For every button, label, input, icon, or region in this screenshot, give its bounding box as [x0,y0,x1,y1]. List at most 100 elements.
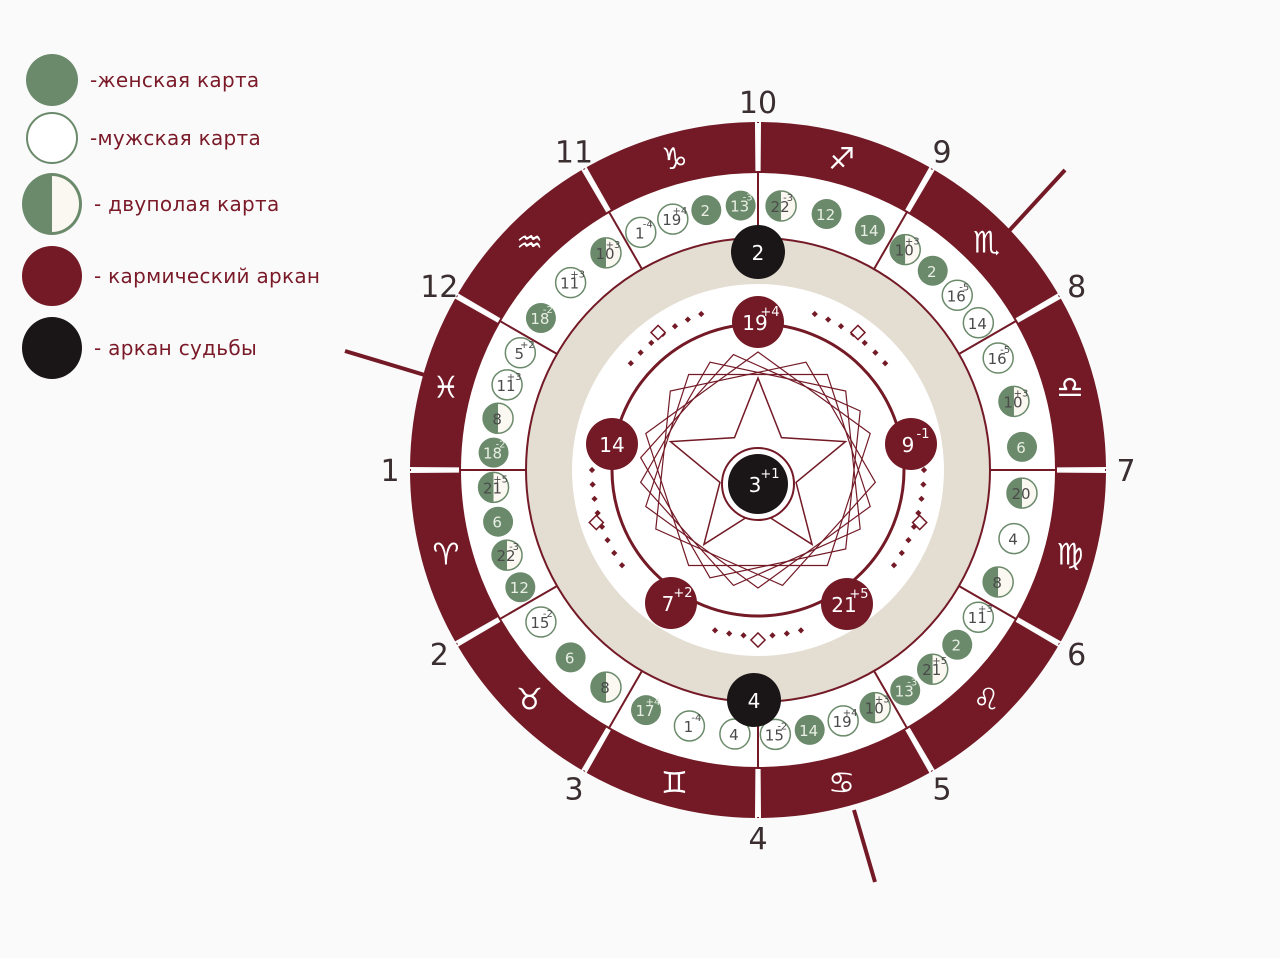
dot [711,627,719,634]
legend-label-male: -мужская карта [90,126,262,150]
zodiac-gap [583,168,610,212]
card-number: 20 [1011,485,1030,503]
card-sector-1-2-1: 6 [483,506,514,537]
card-number: 22 [497,547,516,565]
card-modifier: +3 [905,237,920,248]
dot [872,349,879,356]
dot [618,562,626,569]
card-sector-2-3-1: 6 [555,642,586,673]
dot [890,562,898,569]
karmic-number: 7 [662,592,675,616]
legend-item-male: -мужская карта [22,106,261,170]
card-number: 11 [968,609,987,627]
card-sector-6-7-0: 8 [982,566,1014,598]
card-modifier: -3 [743,193,753,204]
dot [594,509,601,517]
fate-number: 2 [752,241,765,265]
card-number: 5 [515,345,525,363]
diamond-marker [588,514,605,531]
dot [648,339,655,346]
legend-swatch-male [26,112,78,164]
karmic-number: 14 [599,433,624,457]
dot [905,537,912,544]
zodiac-sector [410,298,499,468]
house-number-12: 12 [420,270,458,305]
zodiac-virgo-icon: ♍ [1057,538,1084,573]
house-number-3: 3 [564,773,583,808]
pointer-line [344,349,429,378]
card-sector-1-2-3: 12 [505,572,536,603]
card-number: 14 [799,722,818,740]
pointer-line [1006,168,1067,234]
legend-item-fate: - аркан судьбы [22,316,257,380]
karmic-arcana-right: 9 -1 [885,418,937,470]
zodiac-sector [1017,298,1106,468]
dot [591,495,598,502]
card-number: 14 [968,315,987,333]
card-number: 19 [833,713,852,731]
card-sector-10-11-1: 2 [691,195,722,226]
dot [611,549,618,557]
card-number: 13 [895,682,914,700]
card-sector-1-2-0: 21+5 [477,471,510,504]
zodiac-gemini-icon: ♊ [661,766,688,801]
dot [783,630,790,637]
card-number: 11 [560,275,579,293]
card-modifier: +4 [646,697,661,708]
card-number: 2 [701,202,711,220]
diamond-marker [849,324,867,341]
card-sector-11-12-0: 10+3 [590,237,622,269]
fate-modifier: +1 [760,467,779,482]
card-modifier: +5 [932,656,947,667]
karmic-modifier: +2 [673,586,692,601]
house-number-1: 1 [380,454,399,489]
dot [811,310,818,318]
card-modifier: -2 [777,721,787,732]
dot [671,323,679,330]
zodiac-capricorn-icon: ♑ [661,142,688,177]
fate-arcana-top: 2 [731,225,785,279]
card-modifier: +3 [1014,388,1029,399]
card-sector-9-10-2: 22-3 [765,190,797,222]
zodiac-sector [458,170,607,319]
dot [726,630,733,637]
zodiac-pisces-icon: ♓ [433,370,460,405]
zodiac-sector [760,122,930,211]
pointer-line [852,809,877,883]
zodiac-gap [583,728,610,772]
zodiac-sector [586,729,756,818]
pentagon [639,353,861,579]
fate-number: 4 [748,689,761,713]
card-modifier: +3 [507,372,522,383]
fate-arcana-center: 3 +1 [721,447,795,521]
card-number: 14 [859,222,878,240]
card-sector-3-4-1: 1-4 [673,710,706,742]
card-number: 18 [530,310,549,328]
zodiac-sector [458,621,607,770]
legend-item-female: -женская карта [22,48,259,112]
card-modifier: -4 [643,219,653,230]
card-sector-8-9-3: 10+3 [889,233,921,266]
legend-label-fate: - аркан судьбы [94,336,258,360]
card-modifier: -5 [1000,345,1010,356]
card-number: 16 [947,287,966,305]
card-sector-7-8-2: 16-5 [982,342,1014,374]
card-modifier: -5 [959,282,969,293]
legend-item-karmic: - кармический аркан [22,244,320,308]
pentagon [639,361,861,587]
legend-item-dual: - двуполая карта [22,172,280,236]
house-number-7: 7 [1116,454,1135,489]
card-number: 1 [635,224,645,242]
house-number-6: 6 [1067,638,1086,673]
card-sector-5-6-1: 21+5 [916,653,949,685]
zodiac-sector [909,621,1058,770]
zodiac-taurus-icon: ♉ [516,682,543,717]
card-sector-2-3-2: 8 [590,671,622,703]
card-sector-6-7-1: 4 [998,522,1030,555]
card-modifier: +4 [843,708,858,719]
card-sector-3-4-0: 17+4 [631,695,662,726]
pentagon [645,351,871,567]
dot [918,495,925,502]
card-number: 4 [1008,531,1018,549]
card-sector-8-9-2: 2 [917,255,948,286]
